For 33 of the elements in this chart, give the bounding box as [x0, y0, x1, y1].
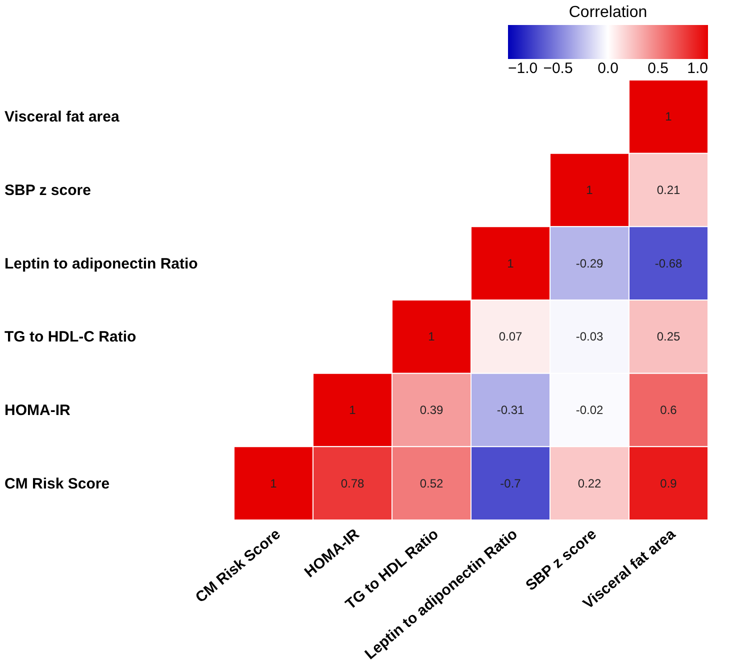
- y-tick-label: Leptin to adiponectin Ratio: [4, 255, 198, 272]
- data-label: -0.29: [576, 256, 604, 270]
- data-label: 0.22: [578, 476, 602, 490]
- data-label: 1: [665, 110, 672, 124]
- data-label: -0.02: [576, 403, 604, 417]
- data-label: 1: [586, 183, 594, 197]
- data-label: 0.21: [656, 183, 680, 197]
- color-bar-label: −0.5: [543, 60, 573, 77]
- data-label: -0.68: [654, 256, 682, 270]
- data-label: 0.9: [660, 476, 678, 490]
- data-label: 1: [270, 476, 278, 490]
- data-label: 1: [507, 256, 514, 270]
- y-tick-label: Visceral fat area: [4, 108, 120, 126]
- y-tick-label: CM Risk Score: [4, 475, 110, 492]
- legend-title: Correlation: [568, 4, 648, 21]
- color-bar-label: 0.5: [648, 60, 668, 77]
- data-label: -0.7: [500, 476, 522, 490]
- color-bar-label: 1.0: [687, 60, 708, 77]
- data-label: 0.52: [420, 476, 444, 490]
- data-label: 0.25: [656, 330, 680, 344]
- data-label: 0.39: [420, 403, 444, 417]
- color-bar-label: 0.0: [598, 60, 618, 77]
- data-label: 0.6: [660, 403, 678, 417]
- y-tick-label: TG to HDL-C Ratio: [4, 328, 136, 346]
- data-label: -0.03: [576, 330, 604, 344]
- y-tick-label: HOMA-IR: [4, 402, 70, 419]
- data-label: 0.78: [340, 476, 364, 490]
- color-bar-label: −1.0: [508, 60, 538, 77]
- data-label: -0.31: [496, 403, 524, 417]
- y-tick-label: SBP z score: [4, 182, 91, 199]
- data-label: 1: [349, 403, 356, 417]
- data-label: 0.07: [498, 330, 522, 344]
- data-label: 1: [428, 330, 436, 344]
